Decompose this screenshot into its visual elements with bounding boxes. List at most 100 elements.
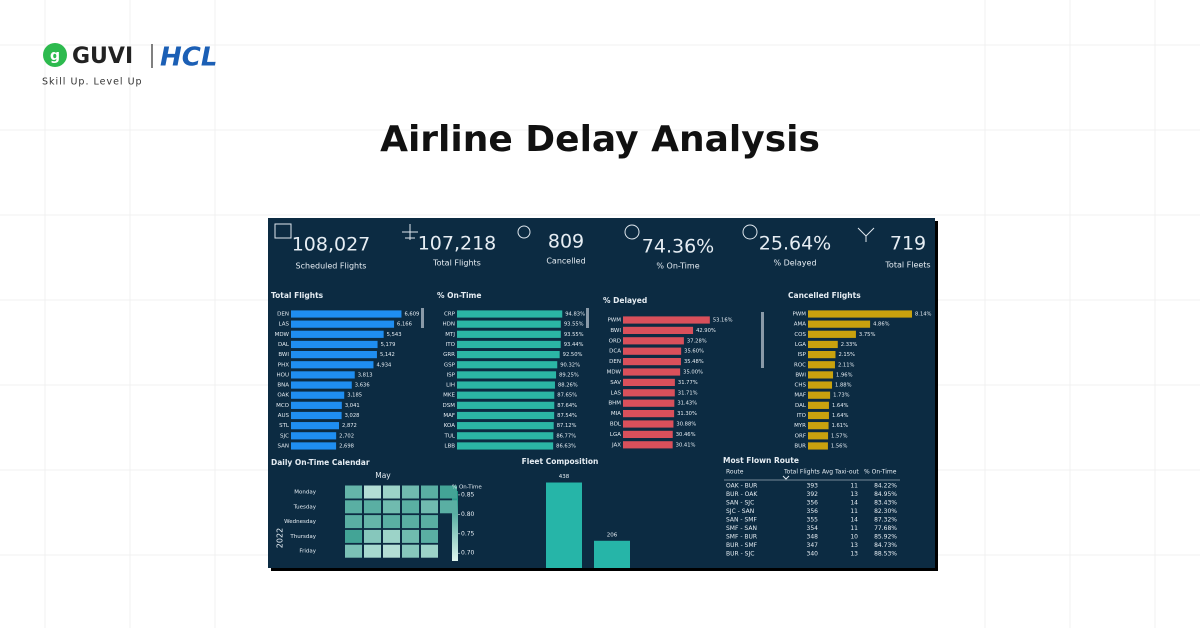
table-cell: 356 — [807, 508, 819, 515]
table-cell: 11 — [850, 483, 858, 490]
table-cell: SAN - SMF — [726, 517, 757, 524]
kpi-value: 107,218 — [418, 233, 497, 255]
bar-value-label: 87.54% — [557, 413, 577, 419]
bar-value-label: 30.88% — [676, 422, 696, 428]
bar-value-label: 5,179 — [381, 342, 396, 348]
bar — [457, 411, 555, 420]
bar-category: GSP — [444, 362, 456, 368]
calendar-cell — [364, 485, 381, 499]
table-cell: OAK - BUR — [726, 483, 757, 490]
bar-value-label: 31.43% — [677, 401, 697, 407]
bar-category: BWI — [278, 352, 289, 358]
bar-value-label: 1.96% — [836, 372, 853, 378]
calendar-cell — [402, 544, 419, 558]
bar-value-label: 87.65% — [557, 393, 577, 399]
table-cell: 10 — [850, 534, 858, 541]
table-header: Route — [726, 469, 744, 476]
weekday-label: Monday — [294, 490, 316, 496]
calendar-cell — [402, 500, 419, 514]
panel-title: % On-Time — [437, 291, 481, 300]
bar-category: CHS — [795, 383, 807, 389]
bar-category: ITO — [797, 413, 807, 419]
bar-category: JAX — [611, 442, 621, 448]
bar — [291, 330, 384, 338]
bar — [291, 310, 402, 318]
table-cell: BUR - OAK — [726, 491, 758, 498]
bar-category: MYR — [794, 423, 806, 429]
calendar-cell — [383, 544, 400, 558]
bar-category: AUS — [278, 413, 290, 419]
table-title: Most Flown Route — [723, 456, 799, 465]
bar — [808, 411, 829, 420]
bar-value-label: 89.25% — [559, 372, 579, 378]
bar-category: MTJ — [445, 332, 455, 338]
legend-tick-label: 0.75 — [461, 530, 475, 537]
kpi-label: Total Fleets — [884, 261, 930, 270]
bar-value-label: 94.83% — [565, 312, 585, 318]
bar-category: BHM — [608, 401, 621, 407]
bar — [623, 389, 675, 397]
bar — [291, 351, 377, 359]
calendar-cell — [440, 500, 457, 514]
bar-category: SJC — [280, 433, 289, 439]
calendar-cell — [364, 544, 381, 558]
bar-category: PHX — [278, 362, 289, 368]
bar — [291, 411, 342, 420]
bar-value-label: 30.46% — [676, 432, 696, 438]
bar-category: MDW — [275, 332, 290, 338]
table-cell: 13 — [850, 542, 858, 549]
calendar-cell — [421, 500, 438, 514]
bar-category: ISP — [447, 372, 456, 378]
calendar-cell — [345, 515, 362, 529]
bar — [457, 340, 561, 349]
bar-category: SAV — [610, 380, 621, 386]
bar-value-label: 30.41% — [676, 442, 696, 448]
bar-value-label: 93.55% — [564, 322, 584, 328]
bar-category: DEN — [277, 312, 289, 318]
table-cell: 392 — [807, 491, 819, 498]
bar-value-label: 2.15% — [838, 352, 855, 358]
calendar-title: Daily On-Time Calendar — [271, 458, 370, 467]
bar — [291, 422, 340, 430]
calendar-cell — [383, 515, 400, 529]
table-header: Total Flights — [783, 469, 820, 476]
calendar-month: May — [375, 471, 391, 480]
bar-value-label: 1.57% — [831, 433, 848, 439]
bar — [457, 310, 563, 318]
bar-category: HDN — [443, 322, 456, 328]
bar — [457, 330, 561, 338]
table-cell: 348 — [807, 534, 819, 541]
logo-icon — [43, 43, 67, 67]
bar-value-label: 37.28% — [687, 338, 707, 344]
legend-tick-label: 0.70 — [461, 550, 475, 557]
table-header: % On-Time — [864, 469, 897, 476]
table-cell: 13 — [850, 491, 858, 498]
bar — [623, 441, 673, 449]
bar-category: SAN — [278, 443, 289, 449]
bar-value-label: 4,934 — [376, 362, 392, 368]
bar-category: CRP — [444, 312, 456, 318]
table-cell: SAN - SJC — [726, 500, 754, 507]
bar-category: MAF — [443, 413, 455, 419]
kpi-value: 809 — [548, 231, 584, 253]
calendar-cell — [345, 485, 362, 499]
bar — [291, 361, 374, 369]
bar-value-label: 88.26% — [558, 383, 578, 389]
table-cell: 354 — [807, 525, 819, 532]
bar-category: ROC — [794, 362, 806, 368]
bar — [457, 371, 557, 379]
logo: GUVI — [72, 44, 133, 69]
table-cell: 82.30% — [874, 508, 897, 515]
table-cell: 84.95% — [874, 491, 897, 498]
bar-category: LIH — [446, 383, 455, 389]
bar-value-label: 3,813 — [358, 372, 373, 378]
bar-value-label: 53.16% — [713, 318, 733, 324]
table-cell: BUR - SJC — [726, 551, 754, 558]
bar-value-label: 2,698 — [339, 443, 354, 449]
table-cell: 14 — [850, 500, 858, 507]
bar — [457, 401, 555, 409]
bar — [808, 330, 856, 338]
bar-category: BUR — [794, 443, 806, 449]
bar — [808, 361, 835, 369]
weekday-label: Friday — [299, 549, 316, 555]
